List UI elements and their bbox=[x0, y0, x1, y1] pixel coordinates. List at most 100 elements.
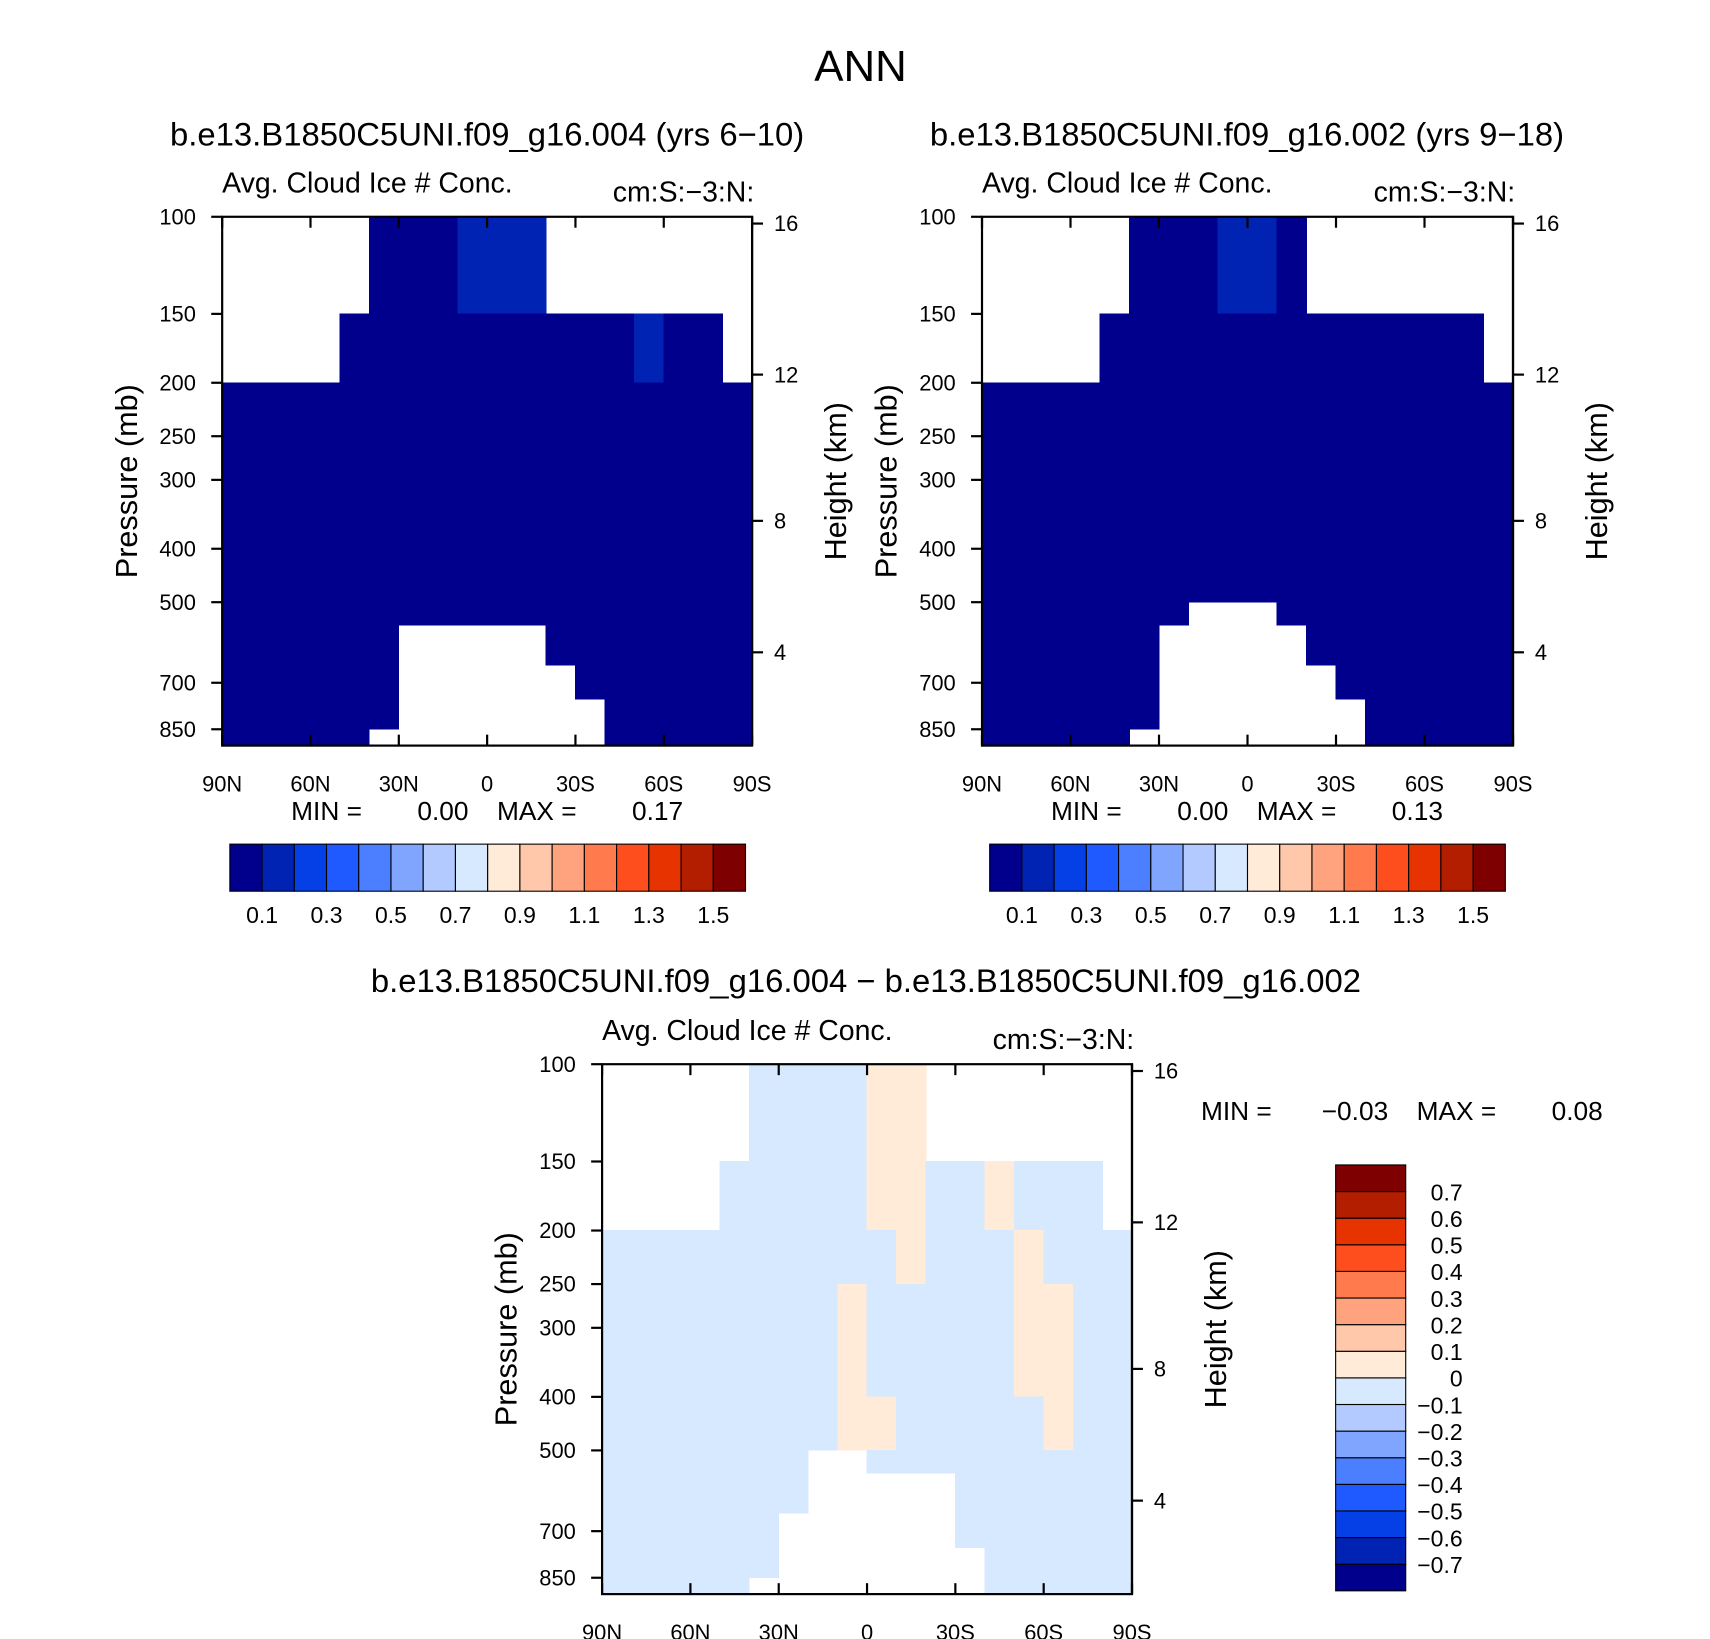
contour-cell bbox=[778, 1472, 809, 1514]
y-tick-label: 700 bbox=[919, 670, 956, 695]
contour-cell bbox=[1217, 435, 1248, 550]
contour-cell bbox=[778, 1161, 809, 1231]
contour-cell bbox=[1040, 728, 1071, 746]
colorbar-box bbox=[229, 843, 263, 892]
max-label: MAX = bbox=[1257, 796, 1337, 826]
y-tick-label: 150 bbox=[539, 1149, 576, 1174]
contour-cell bbox=[516, 601, 547, 626]
left-string: Avg. Cloud Ice # Conc. bbox=[602, 1015, 893, 1047]
contour-cell bbox=[427, 548, 459, 603]
y2-tick-label: 16 bbox=[1154, 1059, 1178, 1084]
contour-cell bbox=[1129, 216, 1160, 315]
contour-cell bbox=[369, 435, 400, 550]
colorbar-box bbox=[261, 843, 295, 892]
contour-cell bbox=[1394, 664, 1425, 700]
y-tick-label: 500 bbox=[159, 590, 196, 615]
min-value: 0.00 bbox=[1177, 796, 1228, 826]
contour-cell bbox=[1453, 698, 1484, 730]
contour-cell bbox=[866, 1450, 897, 1474]
contour-cell bbox=[1306, 435, 1337, 550]
contour-cell bbox=[1040, 435, 1071, 550]
contour-cell bbox=[221, 548, 252, 603]
contour-cell bbox=[1040, 601, 1071, 626]
contour-cell bbox=[1013, 1547, 1045, 1579]
contour-cell bbox=[984, 1283, 1015, 1398]
contour-cell bbox=[1424, 664, 1455, 700]
contour-cell bbox=[660, 1396, 691, 1451]
y-tick-label: 200 bbox=[919, 370, 956, 395]
contour-cell bbox=[896, 1283, 927, 1398]
contour-cell bbox=[1043, 1283, 1074, 1398]
contour-cell bbox=[1072, 1547, 1103, 1579]
contour-cell bbox=[719, 1547, 750, 1579]
contour-cell bbox=[486, 313, 517, 384]
contour-cell bbox=[1043, 1577, 1074, 1595]
min-value: −0.03 bbox=[1322, 1096, 1388, 1126]
contour-cell bbox=[1365, 382, 1396, 437]
colorbar-label: 0.7 bbox=[1431, 1179, 1463, 1205]
contour-cell bbox=[896, 1450, 927, 1474]
y2-tick-label: 8 bbox=[1535, 509, 1547, 534]
contour-cell bbox=[631, 1577, 662, 1595]
contour-cell bbox=[1247, 382, 1278, 437]
panel-title: b.e13.B1850C5UNI.f09_g16.004 (yrs 6−10) bbox=[170, 116, 804, 153]
contour-cell bbox=[866, 1063, 897, 1162]
contour-cell bbox=[1070, 698, 1101, 730]
colorbar-box bbox=[1335, 1350, 1407, 1379]
contour-cell bbox=[663, 664, 694, 700]
contour-cell bbox=[748, 1396, 780, 1451]
contour-cell bbox=[1070, 728, 1101, 746]
contour-cell bbox=[1099, 435, 1130, 550]
y-tick-label: 300 bbox=[539, 1315, 576, 1340]
contour-cell bbox=[807, 1161, 838, 1231]
x-tick-label: 60S bbox=[1405, 772, 1444, 797]
contour-cell bbox=[1043, 1161, 1074, 1231]
contour-cell bbox=[516, 435, 547, 550]
contour-cell bbox=[719, 1472, 750, 1514]
contour-cell bbox=[748, 1283, 780, 1398]
contour-cell bbox=[631, 1230, 662, 1285]
contour-cell bbox=[427, 313, 459, 384]
contour-cell bbox=[251, 664, 282, 700]
contour-cell bbox=[663, 548, 694, 603]
contour-cell bbox=[369, 313, 400, 384]
contour-cell bbox=[1306, 624, 1337, 666]
y2-axis-label: Height (km) bbox=[1199, 1250, 1233, 1408]
contour-cell bbox=[486, 548, 517, 603]
contour-cell bbox=[1424, 698, 1455, 730]
contour-cell bbox=[692, 435, 723, 550]
contour-cell bbox=[457, 548, 488, 603]
y-tick-label: 700 bbox=[539, 1519, 576, 1544]
contour-cell bbox=[1043, 1396, 1074, 1451]
contour-cell bbox=[1217, 548, 1248, 603]
contour-cell bbox=[1013, 1450, 1045, 1474]
contour-cell bbox=[1013, 1161, 1045, 1231]
contour-cell bbox=[1011, 601, 1042, 626]
contour-cell bbox=[692, 698, 723, 730]
contour-cell bbox=[1394, 435, 1425, 550]
colorbar-box bbox=[1335, 1563, 1407, 1592]
contour-cell bbox=[837, 1283, 868, 1398]
contour-cell bbox=[1070, 601, 1101, 626]
y2-axis-label: Height (km) bbox=[1580, 402, 1614, 560]
contour-cell bbox=[486, 601, 517, 626]
contour-cell bbox=[1365, 435, 1396, 550]
contour-cell bbox=[984, 1230, 1015, 1285]
contour-cell bbox=[575, 664, 606, 700]
contour-cell bbox=[748, 1063, 780, 1162]
contour-cell bbox=[1424, 548, 1455, 603]
contour-cell bbox=[339, 382, 370, 437]
contour-cell bbox=[310, 624, 341, 666]
colorbar-box bbox=[325, 843, 360, 892]
contour-cell bbox=[516, 313, 547, 384]
contour-cell bbox=[369, 601, 400, 626]
contour-cell bbox=[1043, 1472, 1074, 1514]
y-tick-label: 500 bbox=[919, 590, 956, 615]
contour-cell bbox=[722, 548, 753, 603]
contour-cell bbox=[663, 382, 694, 437]
colorbar-box bbox=[1335, 1190, 1407, 1219]
contour-cell bbox=[692, 382, 723, 437]
x-tick-label: 60N bbox=[1050, 772, 1090, 797]
contour-cell bbox=[663, 698, 694, 730]
contour-cell bbox=[984, 1472, 1015, 1514]
